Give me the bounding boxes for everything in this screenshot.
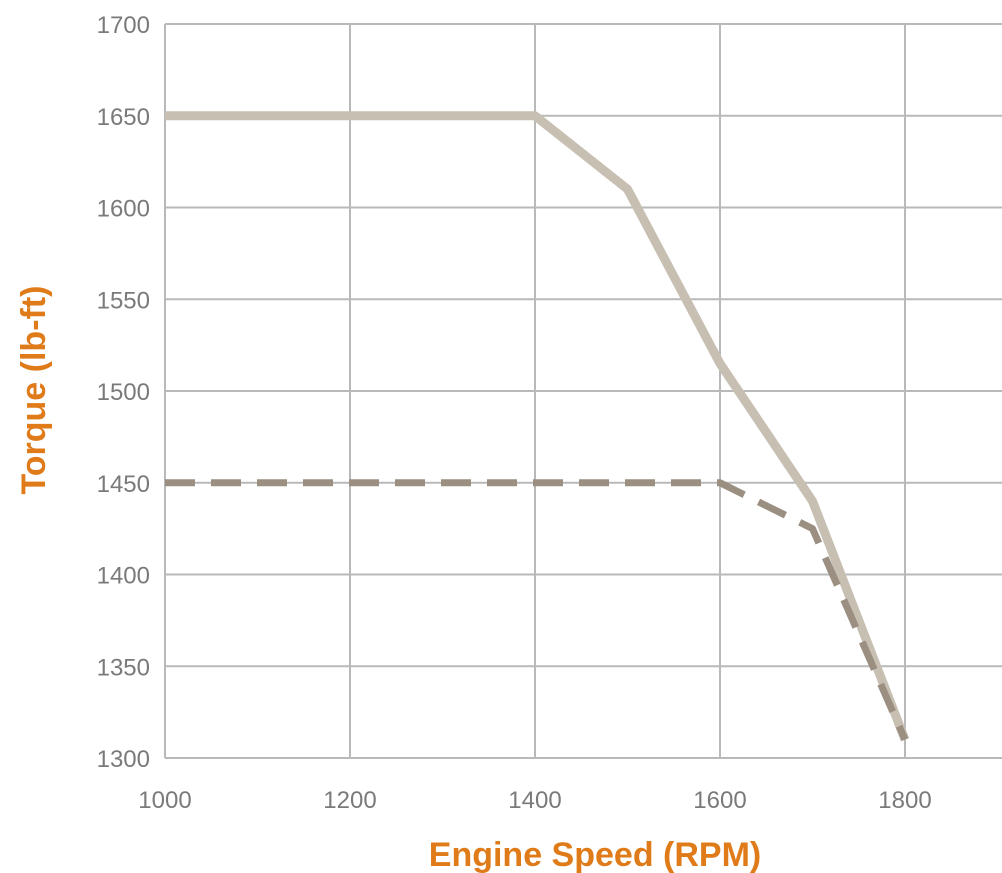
y-tick-label: 1600: [97, 196, 150, 223]
y-tick-label: 1650: [97, 104, 150, 131]
grid: [164, 23, 1002, 759]
y-tick-label: 1400: [97, 563, 150, 590]
x-tick-label: 1000: [138, 787, 191, 814]
series-lines: [165, 111, 910, 742]
x-axis-title: Engine Speed (RPM): [429, 836, 761, 873]
y-tick-label: 1450: [97, 471, 150, 498]
tick-labels: 1000 1200 1400 1600 1800 1300 1350 1400 1450 1500…: [97, 12, 932, 814]
y-tick-label: 1350: [97, 654, 150, 681]
y-tick-label: 1300: [97, 746, 150, 773]
x-tick-label: 1200: [323, 787, 376, 814]
y-tick-label: 1500: [97, 379, 150, 406]
y-tick-label: 1700: [97, 12, 150, 39]
x-tick-label: 1600: [693, 787, 746, 814]
x-tick-label: 1400: [508, 787, 561, 814]
series-line-solid: [165, 111, 910, 742]
y-axis-title: Torque (lb-ft): [15, 286, 53, 495]
y-tick-label: 1550: [97, 287, 150, 314]
x-tick-label: 1800: [878, 787, 931, 814]
series-line-dashed: [165, 479, 909, 742]
